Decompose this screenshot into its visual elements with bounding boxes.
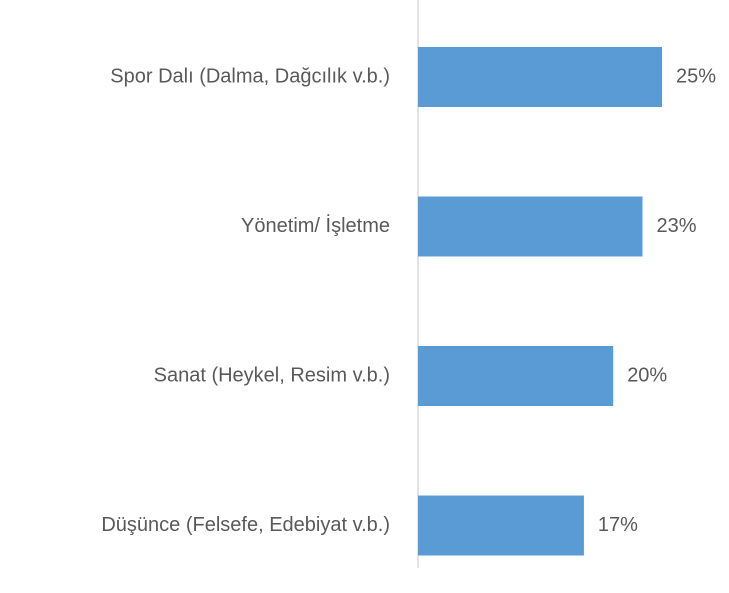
y-tick-label: Spor Dalı (Dalma, Dağcılık v.b.) bbox=[110, 65, 390, 87]
value-label: 20% bbox=[627, 364, 667, 386]
value-label: 25% bbox=[676, 65, 716, 87]
value-label: 23% bbox=[656, 215, 696, 237]
y-tick-label: Düşünce (Felsefe, Edebiyat v.b.) bbox=[101, 514, 390, 536]
value-label: 17% bbox=[598, 514, 638, 536]
y-tick-label: Sanat (Heykel, Resim v.b.) bbox=[154, 364, 390, 386]
bar bbox=[418, 495, 584, 556]
y-tick-label: Yönetim/ İşletme bbox=[241, 214, 390, 237]
bar bbox=[418, 346, 614, 406]
bar bbox=[418, 47, 662, 107]
bar bbox=[418, 196, 643, 257]
